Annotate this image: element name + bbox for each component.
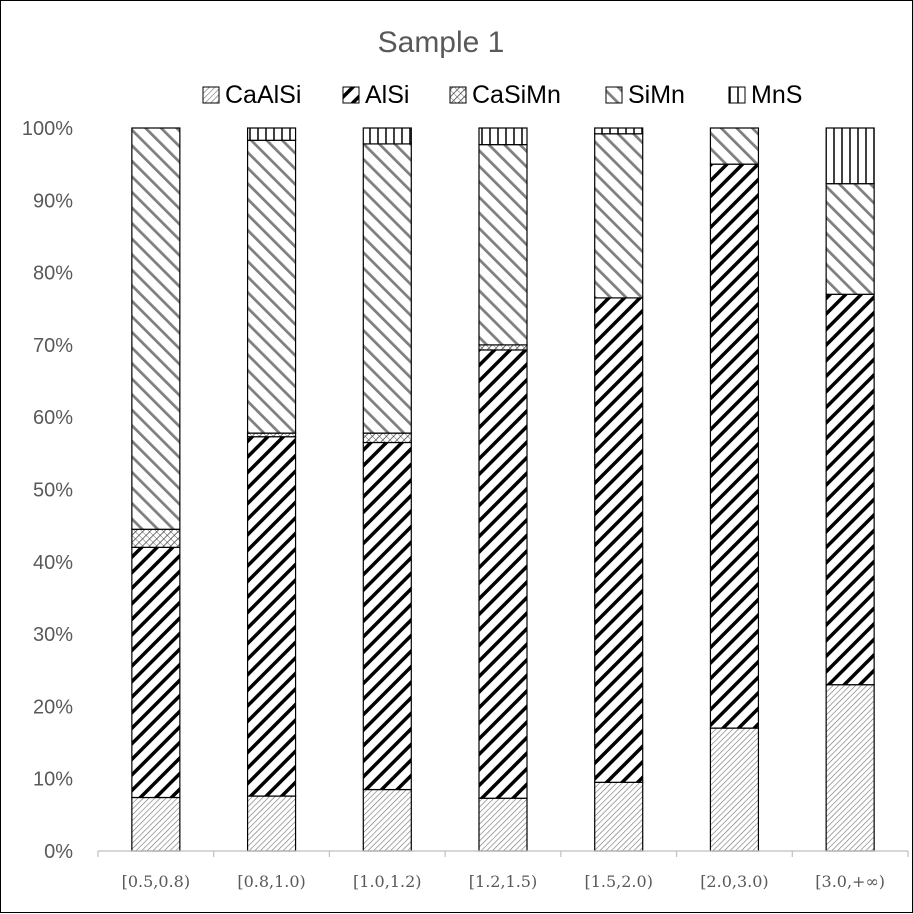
bar-segment-alsi — [709, 163, 760, 729]
bar-segment-caalsi — [131, 796, 181, 852]
legend-label-alsi: AlSi — [365, 81, 409, 109]
legend-swatch-caalsi — [202, 86, 220, 104]
x-tick-label: [1.2,1.5) — [469, 872, 537, 891]
legend-swatch-alsi — [342, 86, 360, 104]
bar-stack — [825, 127, 875, 852]
y-tick-label: 70% — [33, 335, 73, 357]
bar-segment-mns — [478, 127, 528, 146]
bar-stack — [709, 127, 760, 852]
y-tick-label: 40% — [33, 552, 73, 574]
bar-segment-mns — [362, 127, 412, 145]
x-tick-label: [0.5,0.8) — [122, 872, 190, 891]
legend: CaAlSi AlSi CaSiMn SiMn MnS — [202, 81, 802, 109]
bar-segment-simn — [246, 139, 297, 434]
bar-stack — [362, 127, 412, 852]
y-tick-label: 90% — [33, 190, 73, 212]
x-tick-label: [0.8,1.0) — [237, 872, 305, 891]
bar-segment-caalsi — [362, 788, 412, 852]
y-axis: 0% 10% 20% 30% 40% 50% 60% 70% 80% 90% 100% — [22, 118, 73, 863]
y-tick-label: 10% — [33, 769, 73, 791]
legend-label-casimn: CaSiMn — [472, 81, 561, 109]
y-tick-label: 100% — [22, 118, 73, 140]
bar-stack — [594, 127, 644, 852]
legend-swatch-simn — [605, 86, 623, 104]
bar-segment-alsi — [362, 441, 412, 791]
bar-segment-simn — [594, 133, 644, 299]
y-tick-label: 20% — [33, 696, 73, 718]
bar-segment-simn — [825, 183, 875, 295]
y-tick-label: 0% — [44, 841, 73, 863]
bar-segment-alsi — [594, 297, 644, 783]
bar-stack — [478, 127, 528, 852]
bar-segment-caalsi — [594, 781, 644, 852]
y-tick-label: 50% — [33, 480, 73, 502]
bar-stack — [131, 127, 181, 852]
x-tick-label: [1.0,1.2) — [353, 872, 421, 891]
y-tick-label: 60% — [33, 407, 73, 429]
x-tick-label: [3.0,+∞) — [815, 872, 885, 891]
bar-segment-caalsi — [709, 727, 760, 852]
bar-segment-mns — [246, 127, 297, 141]
bars — [131, 127, 875, 852]
bar-segment-caalsi — [825, 684, 875, 852]
bar-segment-alsi — [825, 293, 875, 686]
x-axis: [0.5,0.8) [0.8,1.0) [1.0,1.2) [1.2,1.5) [1.5… — [97, 850, 909, 891]
legend-label-simn: SiMn — [628, 81, 685, 109]
legend-label-caalsi: CaAlSi — [225, 81, 301, 109]
bar-segment-simn — [131, 127, 181, 530]
bar-segment-simn — [478, 144, 528, 346]
bar-segment-casimn — [362, 432, 412, 444]
x-tick-label: [2.0,3.0) — [700, 872, 768, 891]
legend-swatch-mns — [728, 86, 746, 104]
chart-title: Sample 1 — [378, 26, 505, 59]
bar-segment-alsi — [131, 546, 181, 799]
legend-swatch-casimn — [449, 86, 467, 104]
bar-stack — [246, 127, 297, 852]
y-tick-label: 80% — [33, 263, 73, 285]
bar-segment-mns — [594, 127, 644, 135]
bar-segment-alsi — [478, 349, 528, 799]
bar-segment-casimn — [131, 528, 181, 548]
bar-segment-caalsi — [478, 797, 528, 852]
bar-segment-alsi — [246, 436, 297, 797]
bar-segment-mns — [825, 127, 875, 185]
bar-segment-casimn — [478, 344, 528, 351]
x-tick-label: [1.5,2.0) — [584, 872, 652, 891]
y-tick-label: 30% — [33, 624, 73, 646]
bar-segment-caalsi — [246, 795, 297, 852]
bar-segment-simn — [362, 143, 412, 434]
bar-segment-simn — [709, 127, 760, 165]
legend-label-mns: MnS — [751, 81, 802, 109]
